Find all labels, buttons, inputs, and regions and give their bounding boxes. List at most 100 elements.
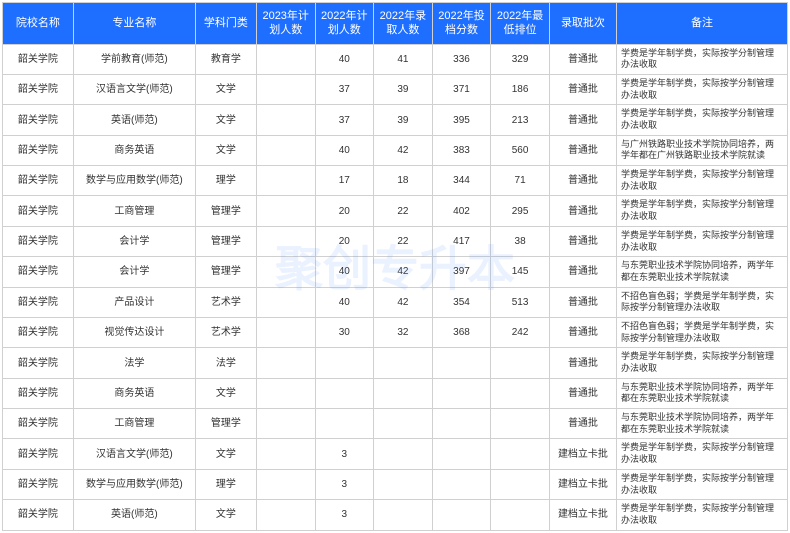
cell-remark: 不招色盲色弱；学费是学年制学费，实际按学分制管理办法收取 <box>617 287 788 317</box>
cell-batch: 普通批 <box>549 287 616 317</box>
cell-plan23 <box>256 226 315 256</box>
cell-plan22: 37 <box>315 105 374 135</box>
cell-plan23 <box>256 378 315 408</box>
cell-remark: 学费是学年制学费，实际按学分制管理办法收取 <box>617 166 788 196</box>
cell-rank22: 213 <box>491 105 550 135</box>
cell-rank22 <box>491 500 550 530</box>
cell-school: 韶关学院 <box>3 500 74 530</box>
cell-rank22: 329 <box>491 44 550 74</box>
col-header-remark: 备注 <box>617 3 788 45</box>
cell-subject: 艺术学 <box>195 317 256 347</box>
cell-subject: 管理学 <box>195 257 256 287</box>
cell-plan22: 17 <box>315 166 374 196</box>
cell-rank22: 38 <box>491 226 550 256</box>
admission-table: 院校名称 专业名称 学科门类 2023年计划人数 2022年计划人数 2022年… <box>2 2 788 531</box>
cell-plan22 <box>315 378 374 408</box>
cell-plan23 <box>256 469 315 499</box>
cell-rank22 <box>491 348 550 378</box>
table-row: 韶关学院产品设计艺术学4042354513普通批不招色盲色弱；学费是学年制学费，… <box>3 287 788 317</box>
table-row: 韶关学院英语(师范)文学3建档立卡批学费是学年制学费，实际按学分制管理办法收取 <box>3 500 788 530</box>
table-container: 院校名称 专业名称 学科门类 2023年计划人数 2022年计划人数 2022年… <box>0 0 790 533</box>
cell-school: 韶关学院 <box>3 226 74 256</box>
cell-plan23 <box>256 500 315 530</box>
cell-score22: 336 <box>432 44 491 74</box>
cell-admit22: 18 <box>374 166 433 196</box>
cell-remark: 与东莞职业技术学院协同培养，两学年都在东莞职业技术学院就读 <box>617 409 788 439</box>
cell-batch: 普通批 <box>549 378 616 408</box>
cell-remark: 学费是学年制学费，实际按学分制管理办法收取 <box>617 196 788 226</box>
cell-subject: 文学 <box>195 439 256 469</box>
table-row: 韶关学院会计学管理学4042397145普通批与东莞职业技术学院协同培养，两学年… <box>3 257 788 287</box>
cell-major: 会计学 <box>73 226 195 256</box>
cell-subject: 文学 <box>195 378 256 408</box>
cell-admit22: 42 <box>374 257 433 287</box>
cell-plan22: 3 <box>315 439 374 469</box>
cell-batch: 建档立卡批 <box>549 439 616 469</box>
col-header-batch: 录取批次 <box>549 3 616 45</box>
cell-batch: 普通批 <box>549 317 616 347</box>
cell-admit22: 22 <box>374 196 433 226</box>
cell-rank22: 560 <box>491 135 550 165</box>
cell-batch: 普通批 <box>549 348 616 378</box>
col-header-plan22: 2022年计划人数 <box>315 3 374 45</box>
cell-plan23 <box>256 196 315 226</box>
cell-batch: 普通批 <box>549 409 616 439</box>
cell-subject: 管理学 <box>195 226 256 256</box>
cell-score22: 344 <box>432 166 491 196</box>
cell-remark: 与广州铁路职业技术学院协同培养，两学年都在广州铁路职业技术学院就读 <box>617 135 788 165</box>
cell-school: 韶关学院 <box>3 469 74 499</box>
cell-score22 <box>432 469 491 499</box>
cell-school: 韶关学院 <box>3 378 74 408</box>
cell-batch: 普通批 <box>549 196 616 226</box>
cell-plan22: 40 <box>315 287 374 317</box>
cell-school: 韶关学院 <box>3 135 74 165</box>
cell-batch: 普通批 <box>549 226 616 256</box>
cell-score22: 354 <box>432 287 491 317</box>
cell-subject: 文学 <box>195 105 256 135</box>
col-header-admit22: 2022年录取人数 <box>374 3 433 45</box>
cell-batch: 普通批 <box>549 105 616 135</box>
cell-plan22: 20 <box>315 226 374 256</box>
cell-subject: 理学 <box>195 469 256 499</box>
cell-rank22: 242 <box>491 317 550 347</box>
cell-score22 <box>432 439 491 469</box>
cell-subject: 理学 <box>195 166 256 196</box>
cell-score22: 395 <box>432 105 491 135</box>
cell-remark: 学费是学年制学费，实际按学分制管理办法收取 <box>617 226 788 256</box>
cell-plan23 <box>256 166 315 196</box>
cell-rank22 <box>491 439 550 469</box>
cell-plan22: 30 <box>315 317 374 347</box>
cell-major: 视觉传达设计 <box>73 317 195 347</box>
cell-admit22 <box>374 439 433 469</box>
cell-remark: 与东莞职业技术学院协同培养，两学年都在东莞职业技术学院就读 <box>617 257 788 287</box>
cell-subject: 文学 <box>195 135 256 165</box>
cell-admit22 <box>374 500 433 530</box>
cell-plan23 <box>256 287 315 317</box>
cell-school: 韶关学院 <box>3 439 74 469</box>
cell-rank22: 295 <box>491 196 550 226</box>
table-row: 韶关学院数学与应用数学(师范)理学3建档立卡批学费是学年制学费，实际按学分制管理… <box>3 469 788 499</box>
cell-school: 韶关学院 <box>3 196 74 226</box>
cell-rank22: 145 <box>491 257 550 287</box>
cell-remark: 学费是学年制学费，实际按学分制管理办法收取 <box>617 500 788 530</box>
col-header-major: 专业名称 <box>73 3 195 45</box>
cell-school: 韶关学院 <box>3 348 74 378</box>
cell-remark: 与东莞职业技术学院协同培养，两学年都在东莞职业技术学院就读 <box>617 378 788 408</box>
cell-plan23 <box>256 74 315 104</box>
cell-school: 韶关学院 <box>3 409 74 439</box>
table-row: 韶关学院数学与应用数学(师范)理学171834471普通批学费是学年制学费，实际… <box>3 166 788 196</box>
cell-score22 <box>432 409 491 439</box>
cell-subject: 管理学 <box>195 196 256 226</box>
cell-batch: 普通批 <box>549 74 616 104</box>
cell-rank22: 513 <box>491 287 550 317</box>
cell-plan22 <box>315 348 374 378</box>
cell-plan23 <box>256 135 315 165</box>
cell-score22: 371 <box>432 74 491 104</box>
cell-major: 英语(师范) <box>73 500 195 530</box>
cell-remark: 学费是学年制学费，实际按学分制管理办法收取 <box>617 105 788 135</box>
cell-plan23 <box>256 317 315 347</box>
table-row: 韶关学院学前教育(师范)教育学4041336329普通批学费是学年制学费，实际按… <box>3 44 788 74</box>
cell-school: 韶关学院 <box>3 166 74 196</box>
cell-major: 商务英语 <box>73 378 195 408</box>
table-row: 韶关学院视觉传达设计艺术学3032368242普通批不招色盲色弱；学费是学年制学… <box>3 317 788 347</box>
